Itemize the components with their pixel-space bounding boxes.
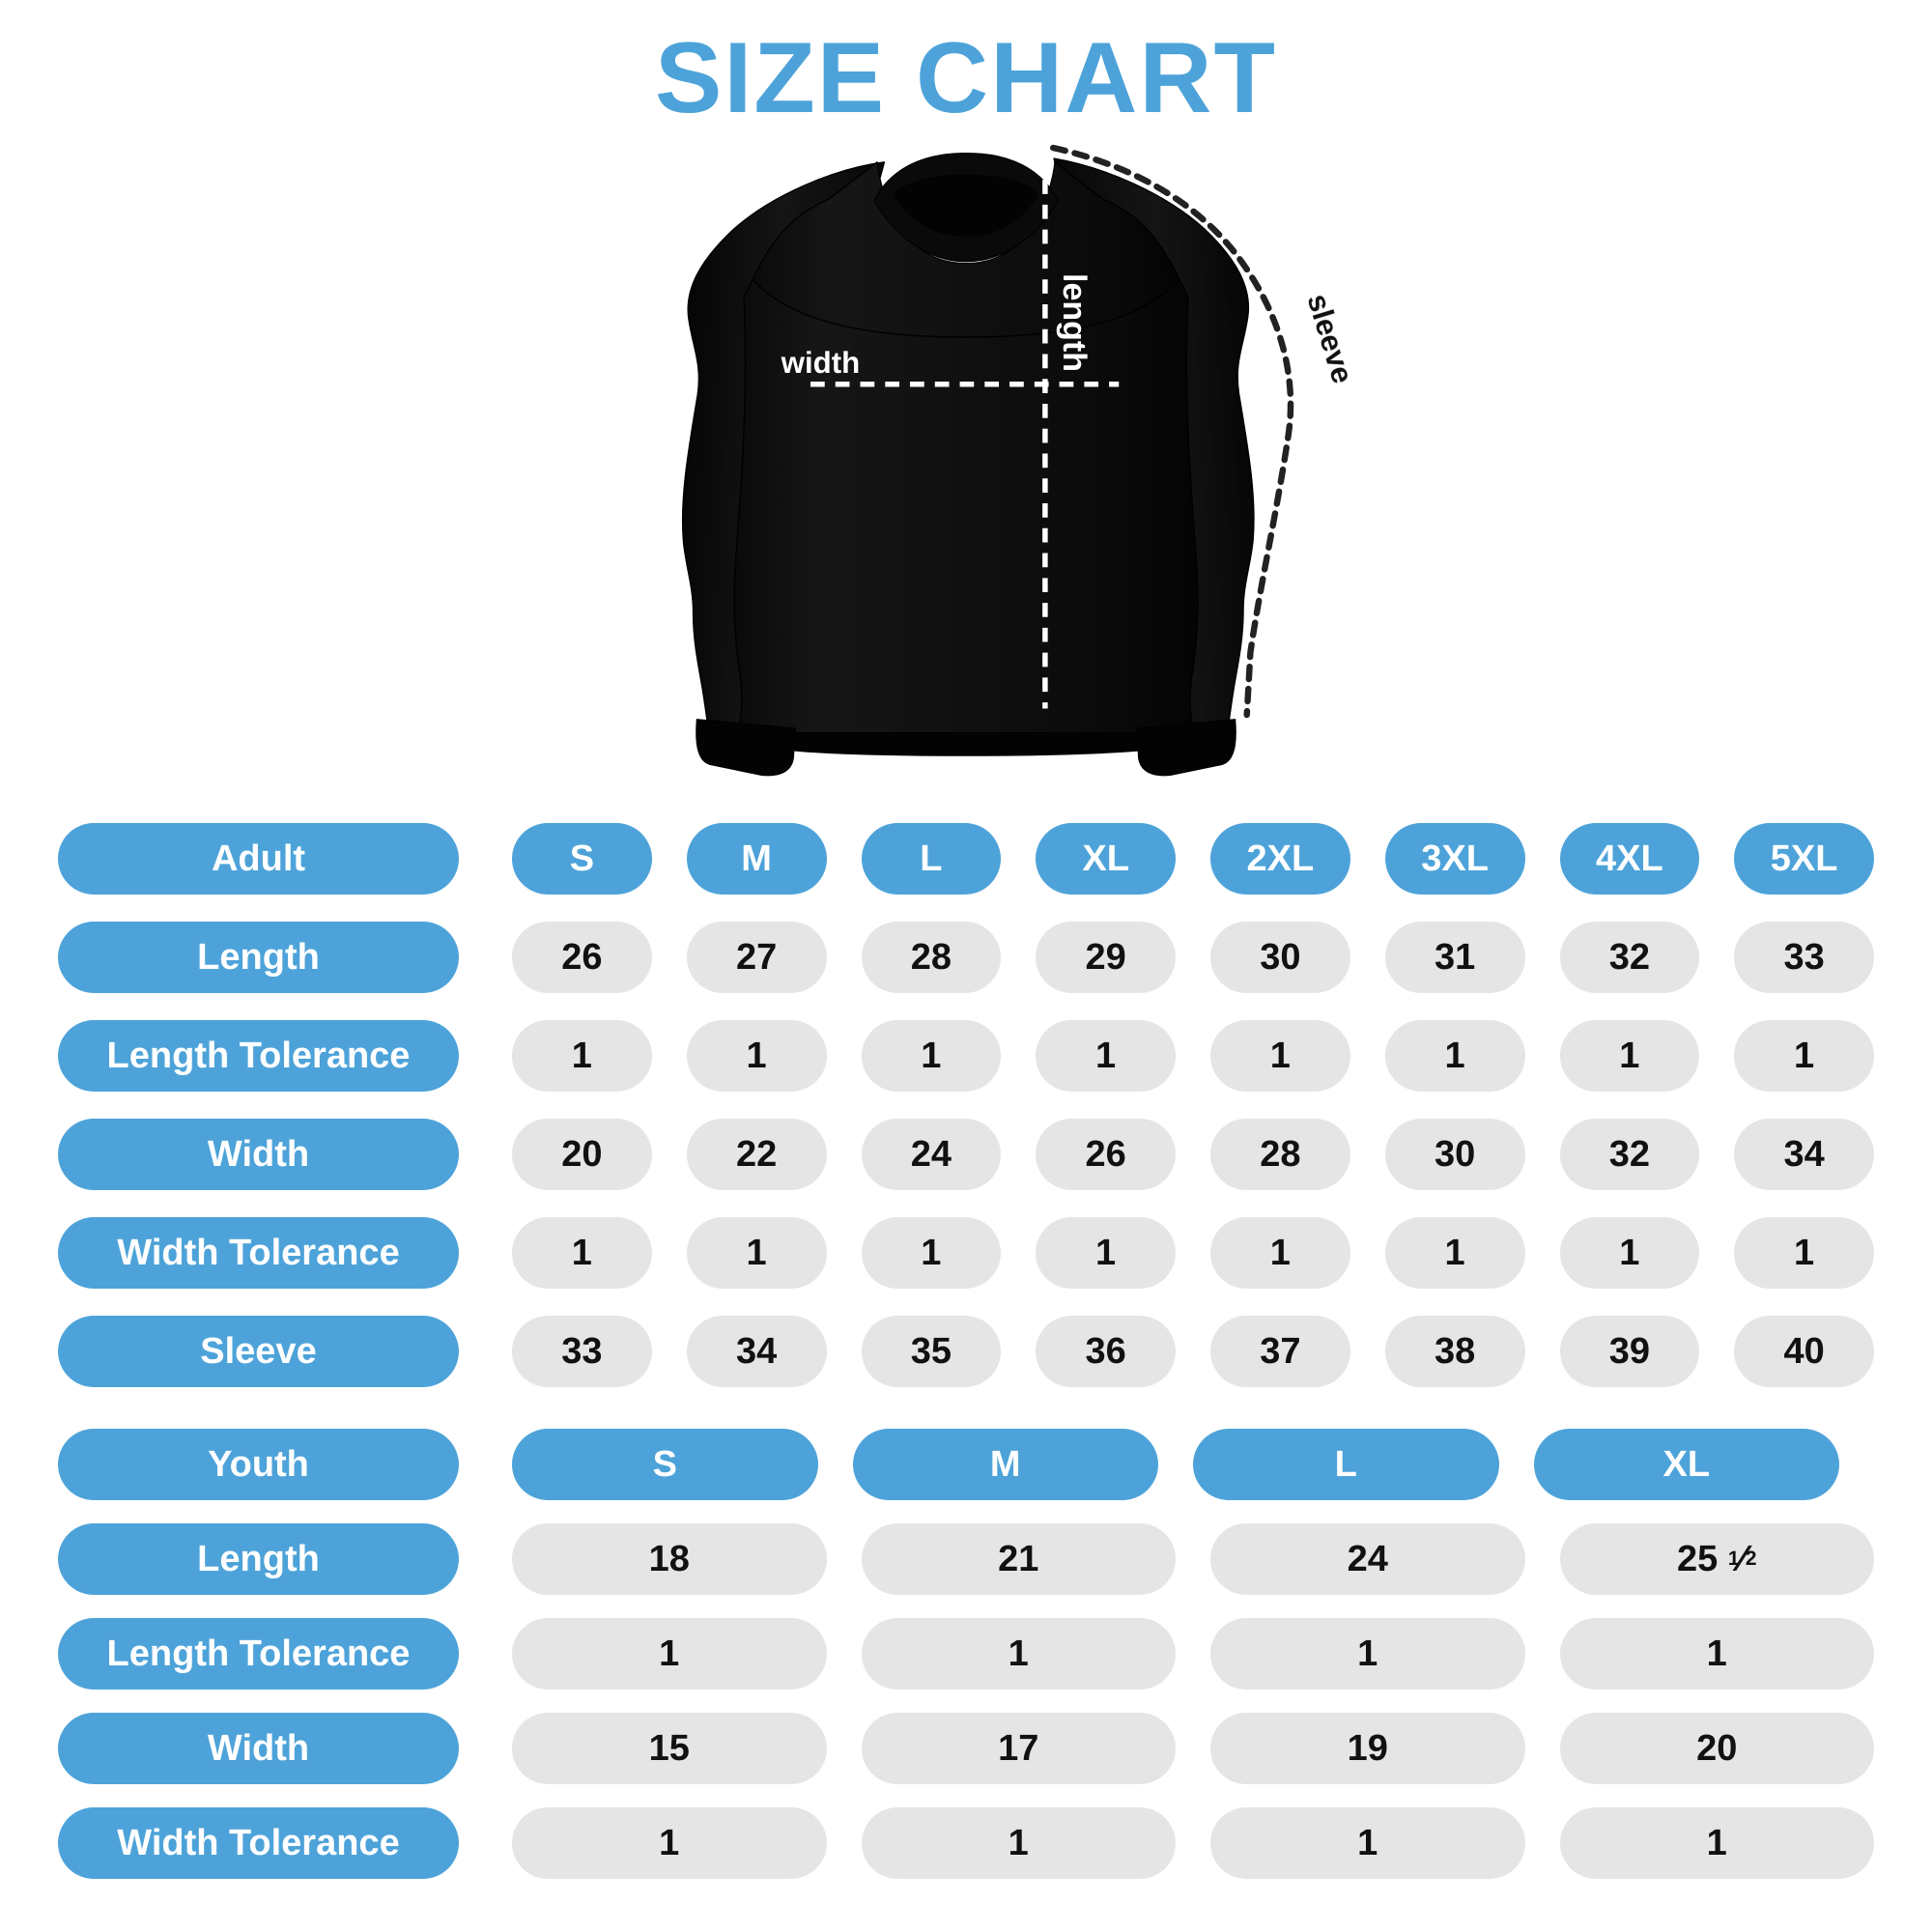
svg-text:width: width — [781, 346, 861, 380]
